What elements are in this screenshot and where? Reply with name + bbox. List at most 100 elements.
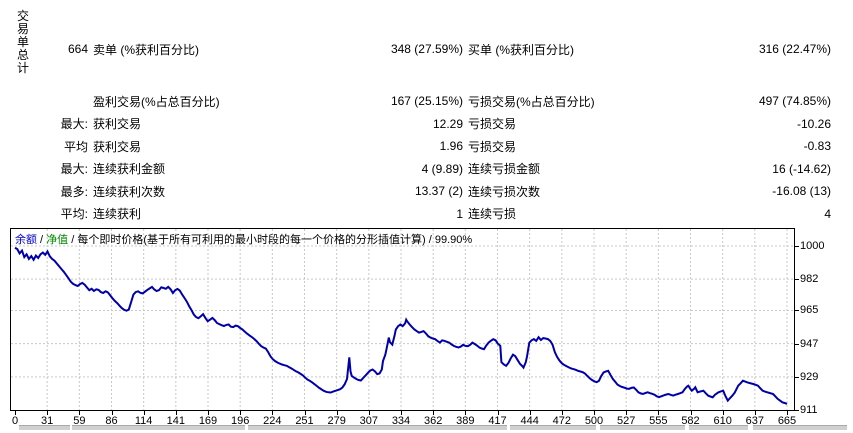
x-tick-mark (658, 411, 660, 415)
x-tick-mark (787, 411, 788, 415)
stat-value: 16 (-14.62) (772, 161, 831, 176)
stat-label: 连续获利次数 (93, 184, 166, 199)
y-tick-mark (795, 279, 799, 281)
x-tick-label: 307 (359, 415, 378, 427)
x-tick-mark (433, 411, 435, 415)
x-tick-label: 141 (166, 415, 185, 427)
x-tick-label: 334 (391, 415, 411, 427)
x-tick-mark (175, 411, 177, 415)
y-tick-mark (795, 310, 799, 312)
stat-key: 平均 (63, 139, 88, 154)
x-tick-label: 527 (616, 415, 636, 427)
x-tick-label: 472 (552, 415, 571, 427)
legend-separator: / (425, 234, 435, 246)
stat-label: 亏损交易(%占总百分比) (468, 94, 595, 109)
x-tick-mark (754, 411, 756, 415)
next-table-border-segment (689, 425, 748, 430)
y-tick-mark (795, 376, 799, 378)
y-tick-label: 947 (800, 337, 819, 350)
chart-plot-area: 余额 / 净值 / 每个即时价格(基于所有可利用的最小时段的每一个价格的分形插值… (10, 228, 795, 411)
x-tick-label: 86 (105, 415, 118, 427)
next-table-border-segment (510, 425, 596, 430)
x-tick-mark (722, 411, 724, 415)
balance-chart-svg (11, 229, 794, 410)
stat-key: 最大: (60, 162, 88, 177)
next-table-border-segment (19, 425, 70, 430)
x-tick-mark (111, 411, 113, 415)
stat-value: 1 (456, 206, 463, 221)
stat-label: 买单 (%获利百分比) (468, 42, 574, 57)
stat-value: 4 (9.89) (421, 161, 463, 176)
x-tick-label: 251 (295, 415, 314, 427)
stat-value: -10.26 (796, 116, 831, 131)
x-tick-mark (529, 411, 531, 415)
legend-model-description: 每个即时价格(基于所有可利用的最小时段的每一个价格的分形插值计算) (77, 234, 426, 246)
y-tick-label: 929 (800, 370, 819, 383)
next-table-border-segment (753, 425, 847, 430)
x-tick-label: 114 (134, 415, 153, 427)
balance-chart: 余额 / 净值 / 每个即时价格(基于所有可利用的最小时段的每一个价格的分形插值… (10, 228, 853, 428)
stat-key: 最多: (60, 184, 88, 199)
x-tick-label: 665 (777, 415, 797, 427)
legend-separator: / (68, 234, 78, 246)
stat-label: 获利交易 (93, 139, 142, 154)
x-tick-label: 417 (488, 415, 507, 427)
stat-label: 连续亏损金额 (468, 162, 541, 177)
y-tick-mark (795, 410, 799, 411)
x-tick-label: 169 (198, 415, 218, 427)
x-tick-mark (626, 411, 628, 415)
stat-label: 亏损交易 (468, 139, 517, 154)
x-tick-mark (465, 411, 467, 415)
x-tick-label: 362 (423, 415, 443, 427)
x-tick-mark (208, 411, 209, 415)
x-tick-label: 59 (73, 415, 86, 427)
chart-legend: 余额 / 净值 / 每个即时价格(基于所有可利用的最小时段的每一个价格的分形插值… (15, 231, 472, 247)
x-tick-label: 444 (520, 415, 539, 427)
x-tick-label: 196 (230, 415, 250, 427)
x-tick-label: 0 (11, 415, 19, 427)
stat-key: 最大: (60, 117, 88, 132)
legend-balance-label: 余额 (15, 234, 37, 246)
next-table-border-segment (72, 425, 245, 430)
legend-separator: / (37, 234, 47, 246)
x-tick-mark (336, 411, 338, 415)
x-tick-label: 224 (263, 415, 282, 427)
stat-key: 平均: (60, 207, 88, 222)
stat-label: 获利交易 (93, 117, 142, 132)
x-tick-mark (47, 411, 49, 415)
stat-value: 4 (824, 206, 831, 221)
x-tick-mark (594, 411, 595, 415)
y-tick-mark (795, 246, 799, 247)
x-tick-label: 500 (584, 415, 604, 427)
stat-value: 1.96 (439, 139, 463, 154)
stat-value: -0.83 (803, 139, 831, 154)
x-tick-label: 31 (41, 415, 54, 427)
legend-model-quality: 99.90% (434, 234, 473, 246)
y-tick-label: 965 (800, 304, 819, 317)
x-tick-mark (15, 411, 16, 415)
stat-value: 13.37 (2) (414, 184, 463, 199)
x-tick-mark (368, 411, 370, 415)
x-tick-mark (304, 411, 306, 415)
x-tick-label: 279 (327, 415, 346, 427)
x-tick-mark (79, 411, 81, 415)
x-tick-mark (690, 411, 692, 415)
stat-label: 盈利交易(%占总百分比) (93, 94, 220, 109)
next-table-border-segment (600, 425, 685, 430)
stat-value: 316 (22.47%) (758, 42, 831, 56)
stat-value: 167 (25.15%) (390, 94, 463, 109)
y-tick-mark (795, 343, 799, 345)
stat-value: 348 (27.59%) (390, 42, 463, 56)
stat-label: 连续亏损 (468, 207, 517, 222)
x-tick-mark (143, 411, 145, 415)
stat-value: 497 (74.85%) (758, 94, 831, 109)
y-tick-label: 911 (800, 404, 818, 416)
x-tick-label: 637 (745, 415, 764, 427)
stat-label: 连续获利金额 (93, 162, 166, 177)
y-tick-label: 1000 (800, 240, 825, 252)
trades-total-group-label: 交 易 单 总 计 (17, 9, 30, 75)
x-tick-mark (497, 411, 499, 415)
x-tick-mark (561, 411, 563, 415)
x-tick-mark (401, 411, 402, 415)
legend-equity-label: 净值 (46, 234, 69, 246)
